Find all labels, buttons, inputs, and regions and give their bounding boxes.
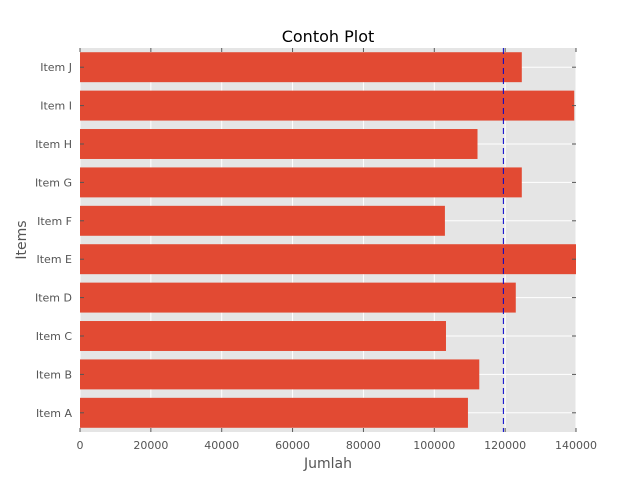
x-axis-title: Jumlah [303, 456, 352, 472]
x-tick-label: 40000 [204, 439, 239, 452]
y-axis-title: Items [14, 220, 30, 259]
x-tick-label: 60000 [275, 439, 310, 452]
y-tick-label: Item D [35, 292, 72, 305]
x-tick-label: 100000 [413, 439, 455, 452]
x-axis-ticks: 0 20000 40000 60000 80000 100000 120000 140000 [77, 48, 597, 452]
x-tick-label: 0 [77, 439, 84, 452]
x-tick-label: 140000 [555, 439, 597, 452]
bars [80, 52, 576, 428]
x-tick-label: 20000 [133, 439, 168, 452]
bar-item-d [80, 282, 516, 313]
chart-title: Contoh Plot [282, 27, 375, 46]
bar-item-f [80, 205, 445, 236]
bar-item-e [80, 244, 576, 275]
y-tick-label: Item E [37, 253, 73, 266]
y-tick-label: Item B [36, 368, 72, 381]
y-tick-label: Item H [35, 138, 72, 151]
bar-item-i [80, 90, 575, 121]
x-tick-label: 120000 [484, 439, 526, 452]
bar-item-a [80, 397, 468, 428]
y-tick-label: Item C [36, 330, 73, 343]
y-tick-label: Item A [36, 407, 73, 420]
y-tick-label: Item G [35, 176, 72, 189]
bar-item-h [80, 129, 478, 159]
bar-item-j [80, 52, 522, 83]
y-tick-label: Item J [40, 61, 72, 74]
x-tick-label: 80000 [346, 439, 381, 452]
y-tick-label: Item I [40, 100, 72, 113]
y-tick-label: Item F [37, 215, 72, 228]
bar-item-b [80, 359, 480, 390]
bar-item-g [80, 167, 522, 198]
bar-item-c [80, 321, 446, 351]
y-axis-ticks: Item A Item B Item C Item D Item E Item F Item… [35, 61, 576, 420]
